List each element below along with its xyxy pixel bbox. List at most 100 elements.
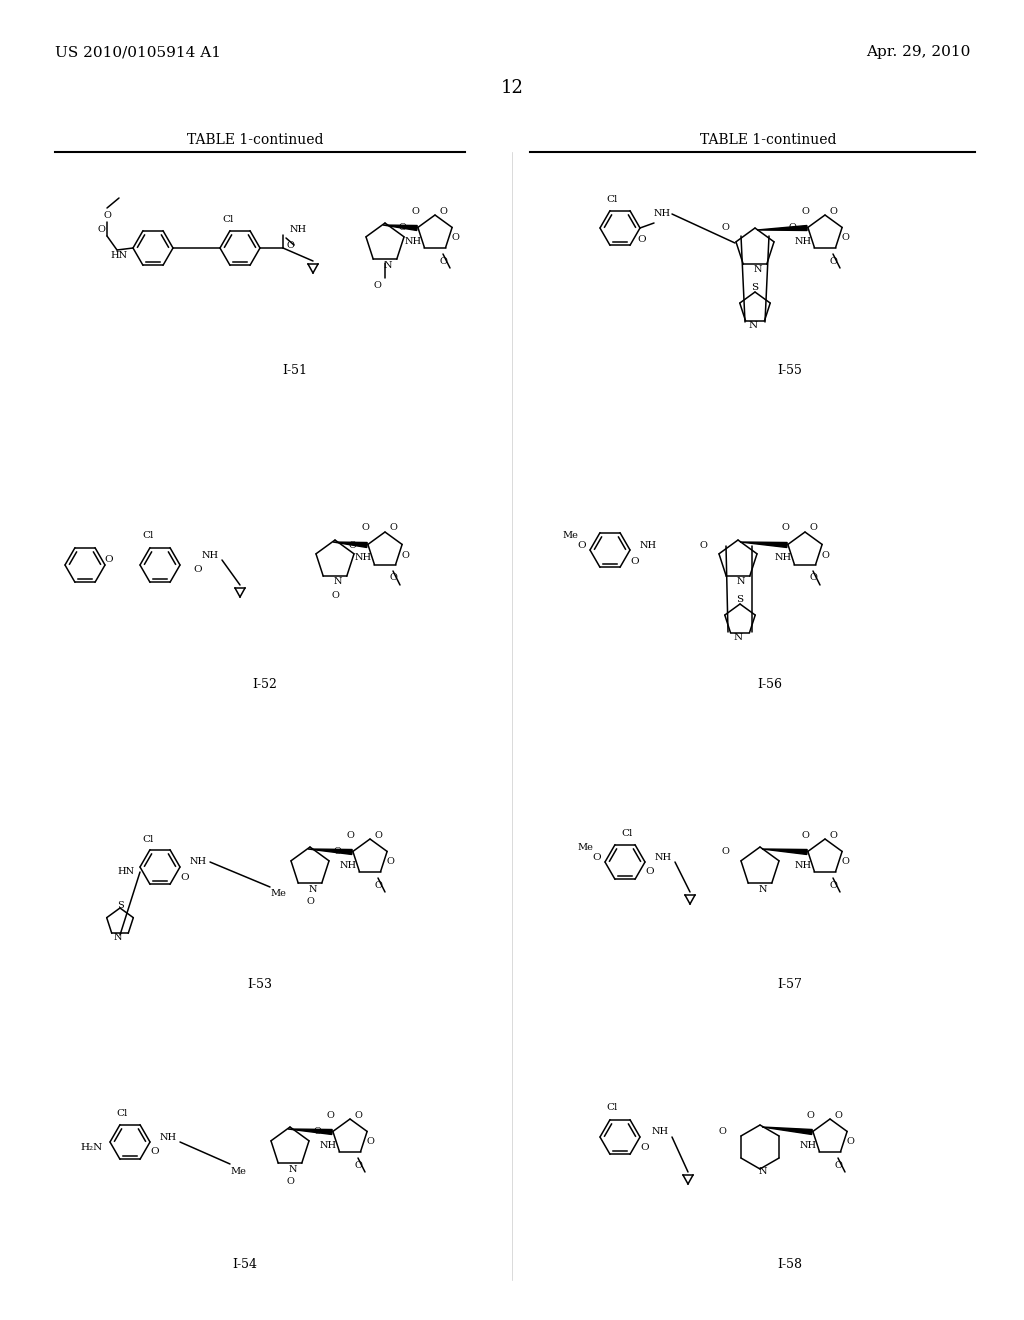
- Text: O: O: [593, 853, 601, 862]
- Text: TABLE 1-continued: TABLE 1-continued: [186, 133, 324, 147]
- Text: N: N: [749, 322, 758, 330]
- Text: NH: NH: [290, 224, 306, 234]
- Text: O: O: [788, 223, 796, 232]
- Text: O: O: [841, 234, 849, 243]
- Text: O: O: [286, 1177, 294, 1187]
- Text: Me: Me: [562, 531, 578, 540]
- Text: O: O: [333, 847, 341, 857]
- Text: HN: HN: [111, 252, 128, 260]
- Text: O: O: [348, 540, 356, 549]
- Text: O: O: [841, 858, 849, 866]
- Text: O: O: [781, 524, 788, 532]
- Text: N: N: [334, 578, 342, 586]
- Text: O: O: [374, 830, 382, 840]
- Text: O: O: [646, 867, 654, 876]
- Text: NH: NH: [795, 861, 812, 870]
- Text: H₂N: H₂N: [81, 1143, 103, 1151]
- Text: O: O: [411, 206, 419, 215]
- Text: HN: HN: [118, 867, 134, 876]
- Text: O: O: [306, 898, 314, 907]
- Text: NH: NH: [800, 1140, 816, 1150]
- Text: I-56: I-56: [758, 678, 782, 692]
- Text: NH: NH: [774, 553, 792, 562]
- Text: N: N: [384, 260, 392, 269]
- Text: O: O: [366, 1138, 374, 1147]
- Text: Cl: Cl: [606, 1104, 617, 1113]
- Text: O: O: [641, 1143, 649, 1151]
- Polygon shape: [740, 543, 787, 548]
- Text: Cl: Cl: [142, 834, 154, 843]
- Text: N: N: [309, 884, 317, 894]
- Text: O: O: [331, 590, 339, 599]
- Text: O: O: [97, 226, 104, 235]
- Text: Cl: Cl: [622, 829, 633, 838]
- Text: O: O: [835, 1110, 842, 1119]
- Polygon shape: [757, 226, 807, 231]
- Text: NH: NH: [654, 853, 672, 862]
- Text: O: O: [389, 524, 397, 532]
- Text: O: O: [389, 573, 397, 582]
- Text: O: O: [103, 210, 111, 219]
- Text: O: O: [194, 565, 203, 574]
- Text: N: N: [289, 1164, 297, 1173]
- Text: I-52: I-52: [253, 678, 278, 692]
- Text: O: O: [151, 1147, 160, 1156]
- Text: O: O: [721, 223, 729, 232]
- Text: Cl: Cl: [142, 532, 154, 540]
- Text: TABLE 1-continued: TABLE 1-continued: [699, 133, 837, 147]
- Text: O: O: [451, 234, 459, 243]
- Text: N: N: [754, 265, 762, 275]
- Text: S: S: [752, 284, 759, 293]
- Text: S: S: [736, 595, 743, 605]
- Text: 12: 12: [501, 79, 523, 96]
- Text: O: O: [821, 550, 829, 560]
- Text: NH: NH: [651, 1127, 669, 1137]
- Text: O: O: [578, 540, 587, 549]
- Text: O: O: [835, 1160, 842, 1170]
- Text: N: N: [736, 578, 745, 586]
- Text: O: O: [809, 573, 817, 582]
- Text: NH: NH: [339, 861, 356, 870]
- Text: O: O: [374, 880, 382, 890]
- Text: O: O: [386, 858, 394, 866]
- Text: I-55: I-55: [777, 363, 803, 376]
- Text: O: O: [721, 847, 729, 857]
- Polygon shape: [288, 1129, 332, 1134]
- Text: Me: Me: [270, 890, 286, 899]
- Text: O: O: [829, 880, 837, 890]
- Text: NH: NH: [160, 1133, 176, 1142]
- Text: N: N: [759, 1167, 767, 1176]
- Text: Cl: Cl: [222, 214, 233, 223]
- Text: O: O: [361, 524, 369, 532]
- Polygon shape: [762, 1127, 812, 1134]
- Text: O: O: [439, 256, 446, 265]
- Text: O: O: [401, 550, 409, 560]
- Text: Apr. 29, 2010: Apr. 29, 2010: [865, 45, 970, 59]
- Text: NH: NH: [653, 210, 671, 219]
- Text: O: O: [801, 830, 809, 840]
- Text: O: O: [346, 830, 354, 840]
- Text: Me: Me: [230, 1167, 246, 1176]
- Text: I-57: I-57: [777, 978, 803, 991]
- Text: NH: NH: [189, 858, 207, 866]
- Text: O: O: [631, 557, 639, 566]
- Text: I-51: I-51: [283, 363, 307, 376]
- Polygon shape: [762, 849, 807, 854]
- Text: O: O: [829, 830, 837, 840]
- Text: O: O: [104, 556, 114, 565]
- Text: NH: NH: [404, 236, 422, 246]
- Text: O: O: [699, 540, 707, 549]
- Text: O: O: [801, 206, 809, 215]
- Text: O: O: [439, 206, 446, 215]
- Text: S: S: [117, 900, 123, 909]
- Text: O: O: [806, 1110, 814, 1119]
- Text: O: O: [638, 235, 646, 244]
- Polygon shape: [333, 543, 368, 548]
- Text: US 2010/0105914 A1: US 2010/0105914 A1: [55, 45, 221, 59]
- Text: NH: NH: [202, 550, 218, 560]
- Polygon shape: [383, 224, 417, 231]
- Text: N: N: [114, 932, 122, 941]
- Text: O: O: [326, 1110, 334, 1119]
- Text: Me: Me: [578, 842, 593, 851]
- Text: N: N: [733, 634, 742, 643]
